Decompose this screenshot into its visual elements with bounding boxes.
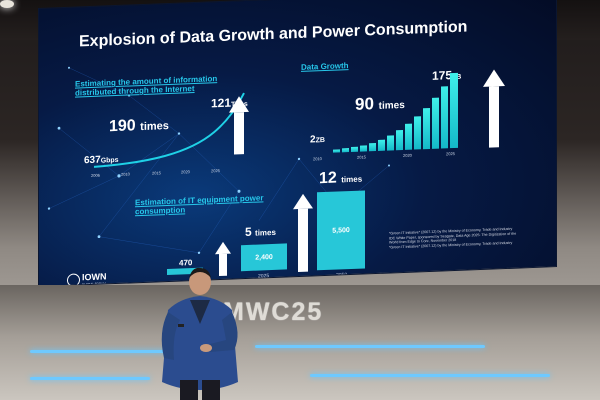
right-multiplier-number: 90 — [355, 94, 374, 114]
right-year-1: 2015 — [357, 154, 366, 160]
stage-backdrop — [0, 285, 600, 400]
projection-screen: Explosion of Data Growth and Power Consu… — [38, 0, 557, 287]
growth-bar — [441, 86, 448, 149]
growth-bar — [396, 129, 403, 151]
left-year-2: 2015 — [152, 170, 161, 176]
right-heading: Data Growth — [301, 61, 349, 72]
bottom-mid-multiplier: 5 times — [245, 224, 276, 239]
left-multiplier-unit: times — [140, 119, 169, 134]
stage-light-strip — [255, 345, 485, 348]
stage-light-strip — [310, 374, 550, 377]
bottom-high-year: 2050 — [336, 272, 348, 279]
right-year-2: 2020 — [403, 152, 412, 158]
growth-bar — [369, 143, 376, 152]
speaker — [161, 267, 238, 400]
bottom-high-multiplier-unit: times — [341, 174, 363, 185]
left-up-arrow-icon — [229, 95, 249, 155]
stage-light-strip — [30, 377, 150, 380]
growth-bar — [414, 116, 421, 150]
growth-bar — [342, 148, 349, 153]
left-year-0: 2006 — [91, 172, 100, 178]
left-year-1: 2010 — [121, 171, 130, 177]
left-year-3: 2020 — [181, 169, 190, 175]
growth-bar — [405, 123, 412, 150]
bottom-arrow-2-icon — [293, 193, 313, 273]
growth-bar — [423, 107, 430, 150]
growth-bar — [432, 97, 439, 149]
right-year-0: 2010 — [313, 156, 322, 162]
left-start-unit: Gbps — [100, 156, 119, 165]
right-multiplier: 90 times — [355, 93, 405, 115]
growth-bar — [387, 135, 394, 151]
bottom-high-bar: 5,500 — [317, 190, 365, 271]
stage-light-strip — [30, 350, 170, 353]
bottom-mid-multiplier-unit: times — [255, 227, 276, 238]
right-start-unit: ZB — [315, 136, 325, 145]
ceiling-spotlight — [0, 0, 14, 8]
right-start-value: 2ZB — [310, 134, 325, 145]
right-up-arrow-icon — [483, 69, 505, 148]
growth-bar — [450, 72, 458, 149]
bottom-mid-multiplier-number: 5 — [245, 224, 252, 240]
left-start-value: 637Gbps — [84, 154, 119, 167]
right-year-3: 2025 — [446, 150, 455, 157]
growth-bar — [378, 139, 385, 151]
bottom-high-multiplier-number: 12 — [319, 169, 337, 188]
network-background — [47, 66, 390, 255]
left-multiplier: 190 times — [109, 116, 169, 136]
growth-bar — [360, 145, 367, 152]
left-multiplier-number: 190 — [109, 117, 136, 136]
bottom-high-multiplier: 12 times — [319, 169, 362, 189]
growth-bar — [333, 149, 340, 153]
event-logo: MWC25 — [223, 298, 324, 326]
left-start-number: 637 — [84, 154, 101, 167]
left-year-4: 2025 — [211, 168, 220, 174]
bottom-mid-year: 2025 — [258, 273, 270, 280]
growth-bar — [351, 146, 358, 152]
right-multiplier-unit: times — [378, 99, 405, 112]
